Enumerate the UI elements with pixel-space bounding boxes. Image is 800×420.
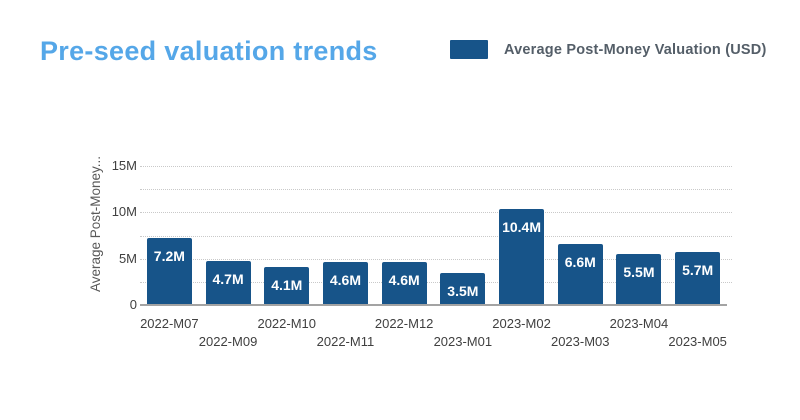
bar-value-label: 4.1M <box>271 277 303 293</box>
bar-value-label: 4.7M <box>212 271 244 288</box>
x-tick-label: 2022-M09 <box>198 334 258 349</box>
bar-2023-M04[interactable] <box>616 254 662 305</box>
x-tick-label: 2023-M01 <box>433 334 493 349</box>
y-tick-label: 15M <box>111 158 137 173</box>
x-tick-label: 2023-M02 <box>492 316 551 331</box>
legend-label: Average Post-Money Valuation (USD) <box>504 41 767 58</box>
gridline <box>140 281 732 283</box>
bar-2022-M11[interactable] <box>322 262 368 305</box>
gridline <box>140 235 732 237</box>
bar-value-label: 10.4M <box>502 218 541 235</box>
bar-2023-M02[interactable] <box>499 208 545 305</box>
bar-2022-M12[interactable] <box>381 262 427 305</box>
bar-2023-M05[interactable] <box>675 252 721 305</box>
bar-value-label: 4.6M <box>329 272 361 289</box>
x-tick-label: 2023-M05 <box>668 334 727 349</box>
gridline <box>140 212 732 214</box>
x-tick-label: 2022-M07 <box>140 316 199 331</box>
x-tick-label: 2023-M04 <box>609 316 669 331</box>
bar-2022-M07[interactable] <box>146 238 192 305</box>
legend[interactable]: Average Post-Money Valuation (USD) <box>450 40 766 59</box>
x-tick-label: 2022-M11 <box>316 334 375 349</box>
bar-2023-M01[interactable] <box>440 272 486 305</box>
bar-value-label: 6.6M <box>564 253 596 270</box>
bar-2022-M10[interactable] <box>264 267 310 305</box>
bar-value-label: 7.2M <box>153 248 185 265</box>
gridline <box>140 166 732 167</box>
chart-title: Pre-seed valuation trends <box>40 36 378 66</box>
legend-swatch <box>450 40 488 59</box>
bar-2022-M09[interactable] <box>205 261 251 305</box>
x-tick-label: 2022-M12 <box>374 316 434 331</box>
bar-value-label: 4.6M <box>388 272 420 289</box>
bar-value-label: 5.7M <box>682 262 714 279</box>
bar-2023-M03[interactable] <box>557 243 603 305</box>
x-tick-label: 2023-M03 <box>550 334 610 349</box>
x-axis-line <box>140 304 727 306</box>
bar-value-label: 3.5M <box>447 282 479 299</box>
y-tick-label: 10M <box>111 204 137 220</box>
gridline <box>140 258 732 260</box>
gridline <box>140 189 732 191</box>
bar-value-label: 5.5M <box>623 264 655 281</box>
x-tick-label: 2022-M10 <box>257 316 317 331</box>
y-tick-label: 5M <box>118 250 137 266</box>
y-tick-label: 0 <box>129 297 137 312</box>
